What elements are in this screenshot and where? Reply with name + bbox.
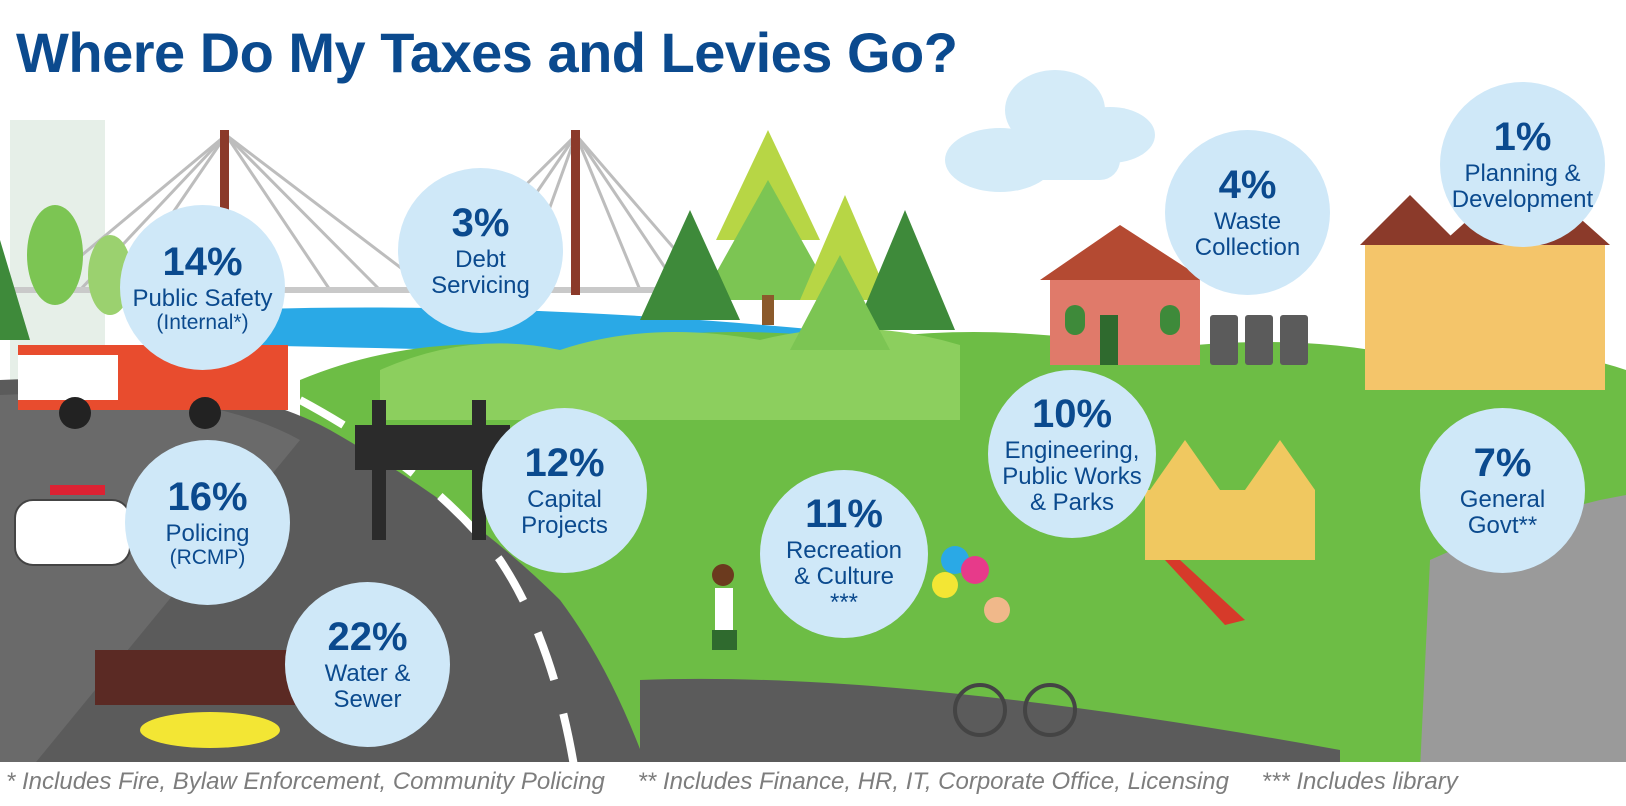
- bubble-label: Waste: [1213, 208, 1282, 236]
- bubble-label: Development: [1451, 186, 1594, 214]
- fire-truck: [18, 345, 288, 429]
- bubble-water-sewer: 22% Water & Sewer: [285, 582, 450, 747]
- bubble-percent: 1%: [1493, 115, 1552, 159]
- footnote-1: * Includes Fire, Bylaw Enforcement, Comm…: [6, 768, 605, 795]
- bubble-public-safety: 14% Public Safety (Internal*): [120, 205, 285, 370]
- bubble-label: Govt**: [1467, 512, 1538, 540]
- bubble-label: Public Safety: [132, 284, 273, 312]
- bubble-label: Recreation: [785, 536, 903, 564]
- bridge-tower-right: [571, 130, 580, 295]
- runner: [712, 564, 737, 650]
- bubble-percent: 22%: [327, 615, 408, 659]
- clouds: [945, 70, 1155, 192]
- cyclist: [932, 546, 1077, 737]
- bubble-label: Public Works: [1002, 462, 1142, 490]
- bubble-percent: 12%: [524, 441, 605, 485]
- footnotes: * Includes Fire, Bylaw Enforcement, Comm…: [6, 768, 1484, 796]
- bubble-recreation-culture: 11% Recreation & Culture ***: [760, 470, 928, 638]
- bubble-sublabel: (Internal*): [156, 310, 249, 334]
- bubble-percent: 3%: [451, 201, 510, 245]
- fish: [140, 712, 280, 748]
- bubble-label: Engineering,: [1004, 436, 1140, 464]
- bubble-label: General: [1459, 486, 1546, 514]
- bubble-general-govt: 7% General Govt**: [1420, 408, 1585, 573]
- bubble-percent: 7%: [1473, 441, 1532, 485]
- page-title: Where Do My Taxes and Levies Go?: [16, 21, 958, 84]
- bubble-label: Capital: [527, 486, 602, 514]
- bubble-engineering-public-works: 10% Engineering, Public Works & Parks: [988, 370, 1156, 538]
- bubble-label: Water &: [324, 660, 411, 688]
- bubble-waste-collection: 4% Waste Collection: [1165, 130, 1330, 295]
- footnote-2: ** Includes Finance, HR, IT, Corporate O…: [637, 768, 1229, 795]
- bubble-percent: 14%: [162, 239, 243, 284]
- bubble-percent: 11%: [805, 491, 883, 536]
- bubble-label: Servicing: [431, 272, 530, 300]
- bubble-label: Projects: [521, 512, 608, 540]
- bubble-label: Policing: [165, 519, 250, 547]
- bubble-percent: 4%: [1218, 163, 1277, 207]
- playground: [1145, 440, 1315, 625]
- bubble-label: Planning &: [1464, 160, 1581, 188]
- bubble-label: Debt: [455, 246, 506, 274]
- bubble-capital-projects: 12% Capital Projects: [482, 408, 647, 573]
- bubble-label: Sewer: [333, 686, 402, 714]
- bubble-label: Collection: [1194, 234, 1301, 262]
- waste-bins: [1210, 315, 1308, 365]
- bubble-percent: 16%: [167, 474, 248, 519]
- bubble-percent: 10%: [1031, 391, 1113, 436]
- pine-trees: [640, 130, 955, 350]
- bubble-label: & Parks: [1029, 488, 1115, 516]
- bubble-label: ***: [829, 588, 859, 616]
- bushes: [380, 328, 960, 420]
- bubble-planning-development: 1% Planning & Development: [1440, 82, 1605, 247]
- house: [1040, 225, 1205, 365]
- bubble-policing: 16% Policing (RCMP): [125, 440, 290, 605]
- bubble-sublabel: (RCMP): [169, 545, 246, 569]
- storm-drain: [95, 650, 295, 705]
- bubble-debt-servicing: 3% Debt Servicing: [398, 168, 563, 333]
- bubble-label: & Culture: [793, 562, 895, 590]
- footnote-3: *** Includes library: [1261, 768, 1458, 795]
